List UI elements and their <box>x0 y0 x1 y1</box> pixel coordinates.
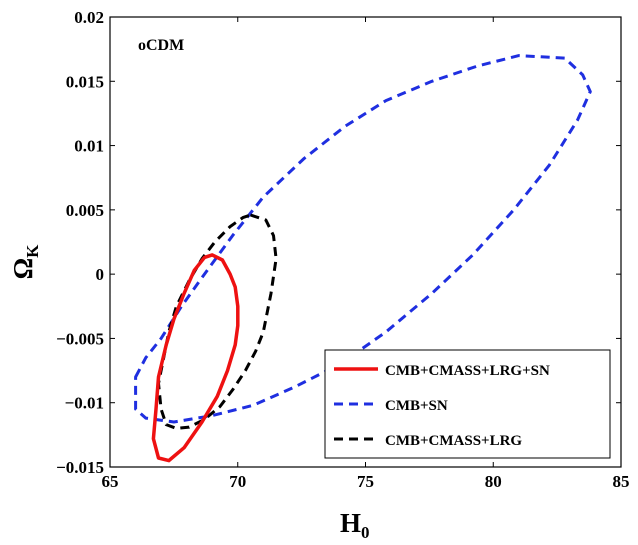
y-tick-label: 0.02 <box>74 8 104 27</box>
y-tick-label: 0 <box>96 265 105 284</box>
x-axis-label-sub: 0 <box>361 523 370 542</box>
contour-cmb-cmass-lrg-sn <box>151 253 240 463</box>
y-tick-label: −0.01 <box>65 394 104 413</box>
x-tick-label: 85 <box>613 472 630 491</box>
x-tick-label: 75 <box>357 472 374 491</box>
y-axis-label-main: Ω <box>8 258 38 280</box>
x-axis-ticks: 65 70 75 80 85 <box>102 17 630 491</box>
y-axis-ticks: −0.015 −0.01 −0.005 0 0.005 0.01 0.015 0.02 <box>56 8 621 477</box>
x-tick-label: 70 <box>229 472 246 491</box>
y-axis-label-sub: K <box>23 244 42 258</box>
y-tick-label: −0.005 <box>56 329 104 348</box>
y-tick-label: 0.005 <box>66 201 104 220</box>
x-tick-label: 65 <box>102 472 119 491</box>
contour-cmb-sn <box>134 54 592 424</box>
legend: CMB+CMASS+LRG+SN CMB+SN CMB+CMASS+LRG <box>324 349 611 459</box>
y-tick-label: −0.015 <box>56 458 104 477</box>
y-tick-label: 0.015 <box>66 72 104 91</box>
model-annotation: oCDM <box>138 37 184 54</box>
y-axis-label: ΩK <box>8 244 42 280</box>
legend-label-cmb-cmass-lrg: CMB+CMASS+LRG <box>385 433 522 449</box>
y-tick-label: 0.01 <box>74 137 104 156</box>
legend-label-cmb-cmass-lrg-sn: CMB+CMASS+LRG+SN <box>385 363 550 379</box>
contour-series <box>134 54 592 463</box>
legend-label-cmb-sn: CMB+SN <box>385 398 448 414</box>
x-tick-label: 80 <box>485 472 502 491</box>
x-axis-label-main: H <box>340 508 361 538</box>
x-axis-label: H0 <box>340 508 370 542</box>
